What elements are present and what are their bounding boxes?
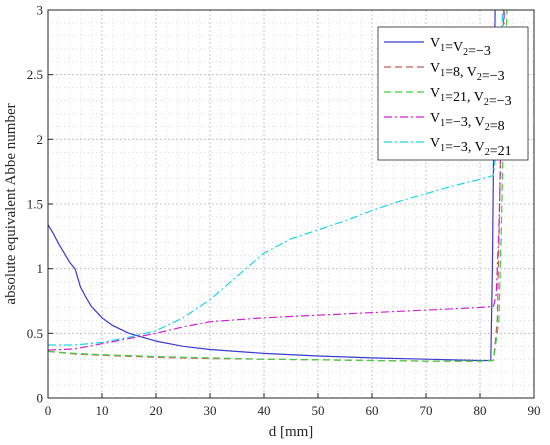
y-tick-label: 1.5 [27, 197, 43, 212]
y-tick-label: 2.5 [27, 67, 43, 82]
series-line-4 [48, 10, 505, 351]
y-tick-label: 0 [37, 391, 44, 406]
y-tick-label: 0.5 [27, 326, 43, 341]
y-tick-label: 1 [37, 261, 44, 276]
y-axis-ticks: 0 0.5 1 1.5 2 2.5 3 [27, 3, 53, 406]
x-tick-label: 60 [366, 403, 379, 418]
legend-label-5: V1=−3, V2=21 [430, 136, 512, 159]
x-tick-label: 20 [150, 403, 163, 418]
x-tick-label: 70 [420, 403, 433, 418]
x-tick-label: 0 [45, 403, 52, 418]
y-tick-label: 3 [37, 3, 44, 18]
series-line-3 [48, 10, 508, 362]
legend-label-3: V1=21, V2=−3 [430, 86, 512, 109]
x-tick-label: 10 [96, 403, 109, 418]
series-line-5 [48, 10, 504, 346]
legend-box [377, 26, 529, 161]
legend-label-2: V1=8, V2=−3 [430, 61, 505, 84]
x-tick-label: 50 [312, 403, 325, 418]
x-tick-label: 30 [204, 403, 217, 418]
x-tick-label: 80 [474, 403, 487, 418]
legend: V1=V2=−3V1=8, V2=−3V1=21, V2=−3V1=−3, V2… [377, 26, 529, 161]
y-tick-label: 2 [37, 132, 44, 147]
x-tick-label: 90 [528, 403, 541, 418]
y-axis-label: absolute equivalent Abbe number [3, 103, 19, 304]
legend-label-4: V1=−3, V2=8 [430, 111, 505, 134]
x-axis-ticks: 0 10 20 30 40 50 60 70 80 90 [45, 393, 541, 418]
x-axis-label: d [mm] [269, 424, 314, 440]
x-tick-label: 40 [258, 403, 271, 418]
series-lines [48, 10, 508, 362]
legend-label-1: V1=V2=−3 [430, 36, 491, 59]
